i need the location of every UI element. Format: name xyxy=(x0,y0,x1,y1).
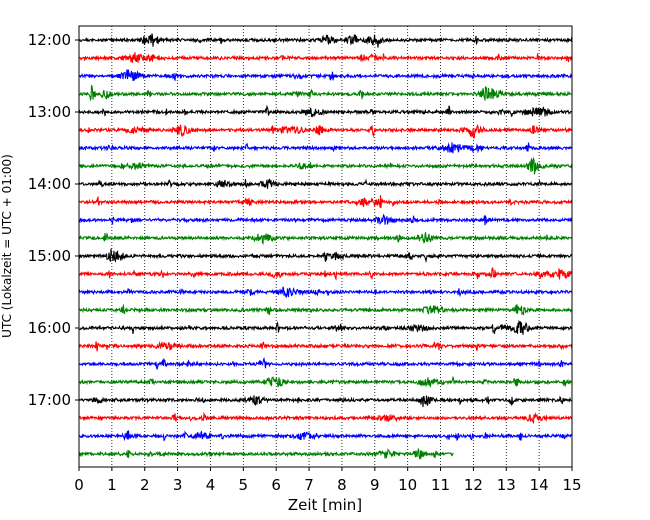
trace-1300 xyxy=(78,104,573,118)
y-axis-label: UTC (Lokalzeit = UTC + 01:00) xyxy=(0,154,14,338)
trace-1730 xyxy=(78,430,573,442)
trace-1215 xyxy=(78,52,573,63)
trace-1445 xyxy=(78,232,573,245)
x-tick-label-5: 5 xyxy=(239,476,249,494)
trace-1400 xyxy=(78,178,573,189)
x-tick-label-6: 6 xyxy=(271,476,281,494)
x-tick-label-0: 0 xyxy=(74,476,84,494)
y-axis: 12:00 13:00 14:00 15:00 16:00 17:00 xyxy=(28,31,79,409)
plot-frame xyxy=(78,25,573,468)
x-tick-label-1: 1 xyxy=(107,476,117,494)
trace-1530 xyxy=(78,286,573,299)
trace-1500 xyxy=(78,248,573,264)
trace-1745 xyxy=(78,448,454,460)
trace-1645 xyxy=(78,375,573,388)
trace-1615 xyxy=(78,341,573,352)
trace-1200 xyxy=(78,33,573,48)
x-tick-label-7: 7 xyxy=(304,476,314,494)
y-tick-label-4: 16:00 xyxy=(28,319,71,337)
trace-1600 xyxy=(78,319,573,335)
x-tick-label-3: 3 xyxy=(173,476,183,494)
x-tick-label-14: 14 xyxy=(530,476,549,494)
x-axis: 0 1 2 3 4 5 6 7 8 9 10 11 12 13 14 15 xyxy=(74,467,582,494)
x-tick-label-2: 2 xyxy=(140,476,150,494)
trace-1230 xyxy=(78,69,573,81)
trace-1630 xyxy=(78,356,573,371)
trace-1245 xyxy=(78,84,573,102)
x-tick-label-15: 15 xyxy=(562,476,581,494)
trace-1515 xyxy=(78,266,573,281)
trace-1715 xyxy=(78,411,573,425)
y-tick-label-0: 12:00 xyxy=(28,31,71,49)
x-tick-label-9: 9 xyxy=(370,476,380,494)
x-tick-label-11: 11 xyxy=(431,476,450,494)
x-tick-label-13: 13 xyxy=(497,476,516,494)
x-tick-label-10: 10 xyxy=(398,476,417,494)
y-tick-label-5: 17:00 xyxy=(28,391,71,409)
x-axis-label: Zeit [min] xyxy=(288,496,362,514)
y-tick-label-3: 15:00 xyxy=(28,247,71,265)
trace-1415 xyxy=(78,195,573,209)
x-tick-label-8: 8 xyxy=(337,476,347,494)
trace-1345 xyxy=(78,156,573,175)
x-tick-label-4: 4 xyxy=(206,476,216,494)
seismogram-traces xyxy=(78,33,573,460)
trace-1700 xyxy=(78,395,573,408)
y-tick-label-1: 13:00 xyxy=(28,103,71,121)
trace-1315 xyxy=(78,124,573,139)
trace-1330 xyxy=(78,142,573,154)
trace-1430 xyxy=(78,213,573,226)
x-tick-label-12: 12 xyxy=(464,476,483,494)
trace-1545 xyxy=(78,303,573,316)
y-tick-label-2: 14:00 xyxy=(28,175,71,193)
